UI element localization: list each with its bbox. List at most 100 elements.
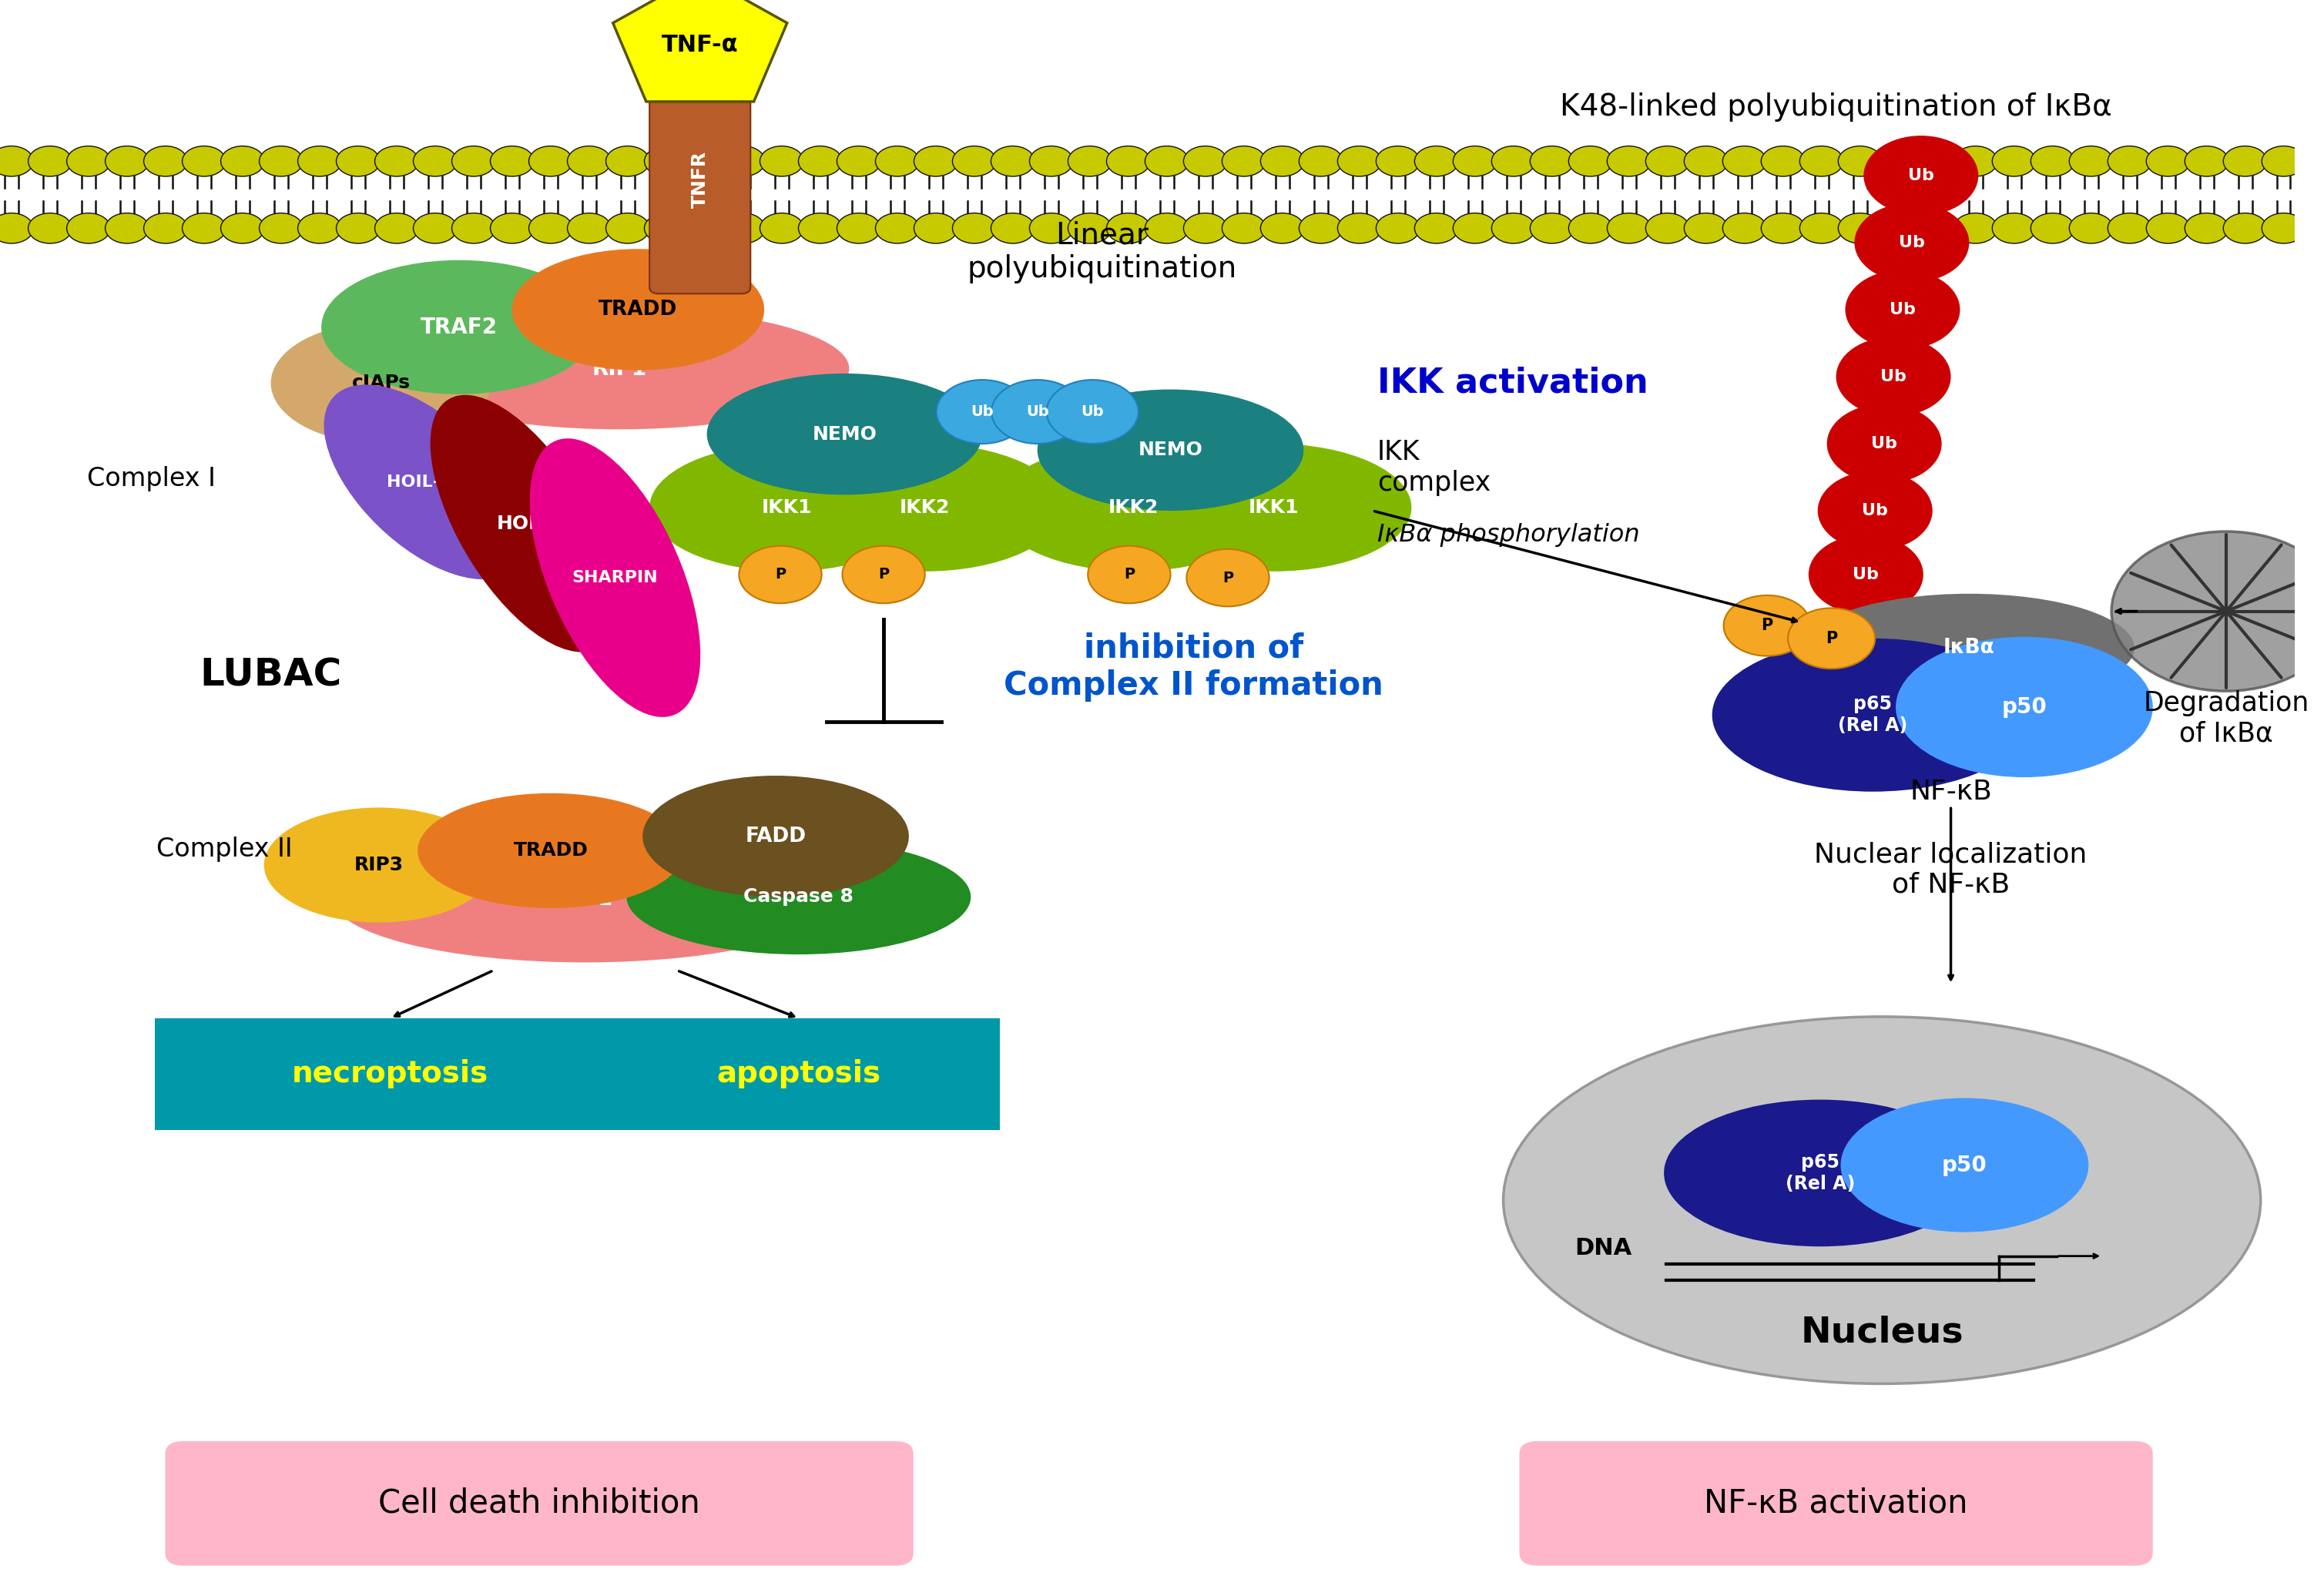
- Text: TRADD: TRADD: [600, 300, 679, 319]
- Ellipse shape: [627, 839, 971, 954]
- Circle shape: [1452, 147, 1497, 177]
- Text: HOIL-1L: HOIL-1L: [386, 474, 462, 490]
- Circle shape: [1724, 595, 1810, 656]
- Text: IKK1: IKK1: [762, 498, 813, 517]
- Circle shape: [1529, 147, 1573, 177]
- Circle shape: [297, 214, 342, 244]
- Circle shape: [1146, 147, 1188, 177]
- Text: IKK2: IKK2: [1109, 498, 1160, 517]
- Text: LUBAC: LUBAC: [200, 656, 342, 694]
- Ellipse shape: [788, 444, 1062, 571]
- Text: FADD: FADD: [746, 827, 806, 846]
- Circle shape: [720, 147, 765, 177]
- Circle shape: [67, 214, 109, 244]
- Circle shape: [799, 214, 841, 244]
- Text: Complex I: Complex I: [88, 466, 216, 492]
- Circle shape: [28, 214, 72, 244]
- Circle shape: [953, 147, 997, 177]
- Circle shape: [451, 147, 495, 177]
- Circle shape: [1855, 203, 1968, 282]
- Circle shape: [1492, 147, 1536, 177]
- Ellipse shape: [1504, 1017, 2261, 1384]
- Circle shape: [28, 147, 72, 177]
- Text: Ub: Ub: [1880, 369, 1906, 385]
- Text: apoptosis: apoptosis: [716, 1060, 881, 1088]
- Circle shape: [67, 147, 109, 177]
- Circle shape: [1864, 136, 1978, 215]
- Text: RIP3: RIP3: [353, 855, 404, 875]
- Circle shape: [953, 214, 997, 244]
- Circle shape: [2108, 147, 2152, 177]
- Circle shape: [1222, 147, 1267, 177]
- Ellipse shape: [1713, 638, 2034, 792]
- Text: Ub: Ub: [1081, 404, 1104, 420]
- Text: TRADD: TRADD: [514, 841, 588, 860]
- Circle shape: [1915, 214, 1959, 244]
- Circle shape: [1415, 147, 1457, 177]
- Text: TRAF2: TRAF2: [421, 316, 497, 338]
- Text: p50: p50: [2001, 696, 2047, 718]
- Circle shape: [644, 214, 688, 244]
- Circle shape: [2261, 147, 2305, 177]
- Circle shape: [2113, 531, 2324, 691]
- Circle shape: [607, 147, 648, 177]
- Circle shape: [990, 214, 1034, 244]
- Circle shape: [2261, 214, 2305, 244]
- Text: IKK1: IKK1: [1248, 498, 1299, 517]
- Text: Caspase 8: Caspase 8: [744, 887, 853, 907]
- Circle shape: [1762, 147, 1806, 177]
- Text: p65
(Rel A): p65 (Rel A): [1785, 1152, 1855, 1194]
- FancyBboxPatch shape: [156, 1018, 625, 1130]
- Circle shape: [1569, 214, 1613, 244]
- Ellipse shape: [644, 776, 909, 897]
- Circle shape: [0, 214, 33, 244]
- Text: K48-linked polyubiquitination of IκBα: K48-linked polyubiquitination of IκBα: [1559, 93, 2113, 121]
- Text: Linear
polyubiquitination: Linear polyubiquitination: [967, 220, 1236, 284]
- Ellipse shape: [1037, 389, 1304, 511]
- Circle shape: [1827, 404, 1941, 484]
- Circle shape: [937, 380, 1027, 444]
- FancyBboxPatch shape: [1520, 1441, 2152, 1566]
- Text: P: P: [1827, 630, 1838, 646]
- Polygon shape: [614, 0, 788, 102]
- Circle shape: [607, 214, 648, 244]
- Text: DNA: DNA: [1573, 1237, 1631, 1259]
- Circle shape: [1106, 214, 1150, 244]
- Text: necroptosis: necroptosis: [293, 1060, 488, 1088]
- Ellipse shape: [511, 249, 765, 370]
- Text: NEMO: NEMO: [813, 425, 876, 444]
- Circle shape: [1339, 214, 1380, 244]
- Text: NEMO: NEMO: [1139, 440, 1204, 460]
- Ellipse shape: [418, 793, 683, 908]
- Circle shape: [799, 147, 841, 177]
- Circle shape: [1339, 147, 1380, 177]
- Text: HOIP: HOIP: [497, 514, 551, 533]
- Circle shape: [105, 214, 149, 244]
- Circle shape: [1954, 214, 1996, 244]
- Text: IKK activation: IKK activation: [1378, 367, 1648, 399]
- Circle shape: [2224, 214, 2266, 244]
- Circle shape: [2031, 214, 2075, 244]
- Circle shape: [1836, 337, 1950, 417]
- Text: Nucleus: Nucleus: [1801, 1315, 1964, 1350]
- Text: p50: p50: [1943, 1154, 1987, 1176]
- Circle shape: [1106, 147, 1150, 177]
- Text: cIAPs: cIAPs: [351, 373, 411, 393]
- Circle shape: [2147, 147, 2189, 177]
- Circle shape: [1299, 214, 1343, 244]
- Circle shape: [1645, 214, 1690, 244]
- Circle shape: [1222, 214, 1267, 244]
- Circle shape: [760, 147, 804, 177]
- Circle shape: [1608, 214, 1650, 244]
- Text: IκBα phosphorylation: IκBα phosphorylation: [1378, 523, 1638, 546]
- Circle shape: [1569, 147, 1613, 177]
- Circle shape: [105, 147, 149, 177]
- Ellipse shape: [648, 444, 925, 571]
- Circle shape: [644, 147, 688, 177]
- FancyBboxPatch shape: [165, 1441, 913, 1566]
- Circle shape: [1799, 214, 1843, 244]
- Text: Ub: Ub: [1908, 168, 1934, 184]
- Ellipse shape: [1896, 637, 2152, 777]
- Circle shape: [530, 147, 572, 177]
- Circle shape: [1992, 147, 2036, 177]
